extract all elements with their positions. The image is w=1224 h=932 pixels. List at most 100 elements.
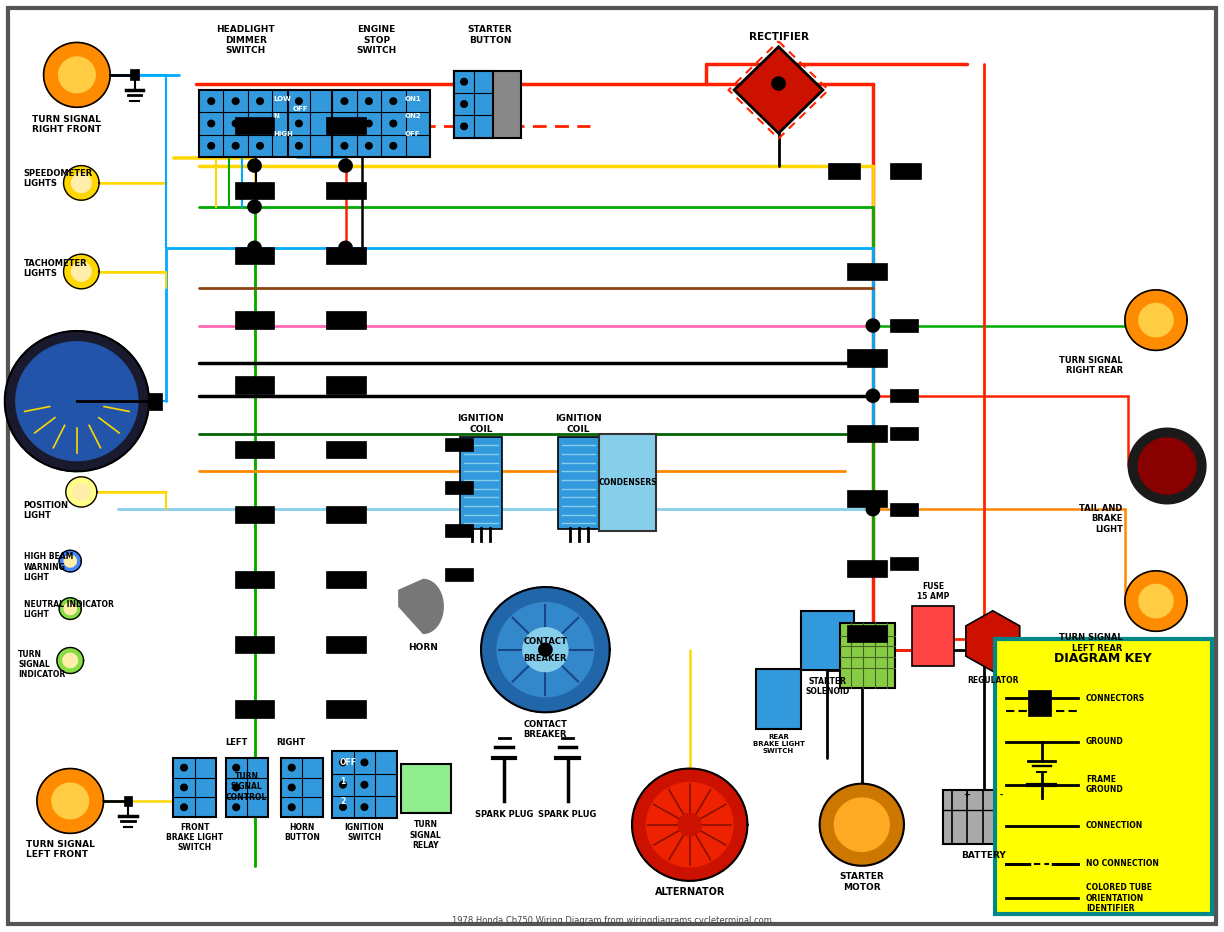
Bar: [454, 71, 521, 138]
Text: BREAKER: BREAKER: [524, 654, 567, 663]
Bar: [235, 117, 274, 134]
Polygon shape: [208, 120, 214, 127]
Bar: [235, 441, 274, 459]
Polygon shape: [1036, 819, 1048, 832]
Text: FRAME
GROUND: FRAME GROUND: [1086, 775, 1124, 794]
Bar: [460, 437, 502, 528]
Polygon shape: [181, 784, 187, 790]
Bar: [800, 610, 854, 670]
Text: SPEEDOMETER
LIGHTS: SPEEDOMETER LIGHTS: [23, 169, 93, 188]
Polygon shape: [64, 254, 99, 289]
Text: RECTIFIER: RECTIFIER: [749, 32, 809, 42]
Polygon shape: [460, 78, 468, 85]
Polygon shape: [361, 760, 367, 766]
Text: 1: 1: [340, 777, 345, 787]
Polygon shape: [820, 784, 905, 866]
Text: ON2: ON2: [404, 113, 421, 118]
Text: DIAGRAM KEY: DIAGRAM KEY: [1054, 651, 1152, 665]
Polygon shape: [248, 159, 261, 172]
Polygon shape: [341, 98, 348, 104]
Polygon shape: [339, 241, 353, 254]
Text: CONTACT
BREAKER: CONTACT BREAKER: [524, 720, 568, 739]
Polygon shape: [1125, 290, 1187, 350]
Polygon shape: [72, 484, 89, 500]
Text: OFF: OFF: [404, 131, 420, 137]
Bar: [890, 319, 918, 332]
Bar: [235, 311, 274, 329]
Bar: [149, 392, 163, 410]
Text: LEFT: LEFT: [225, 738, 248, 747]
Text: N: N: [273, 113, 279, 118]
Polygon shape: [5, 331, 149, 472]
Text: BATTERY: BATTERY: [962, 851, 1006, 859]
Polygon shape: [59, 57, 95, 92]
Polygon shape: [835, 798, 889, 852]
Text: 2: 2: [340, 797, 345, 805]
Bar: [130, 70, 140, 80]
Polygon shape: [678, 814, 701, 836]
Bar: [235, 506, 274, 523]
Bar: [890, 427, 918, 440]
Polygon shape: [181, 804, 187, 811]
Text: POSITION
LIGHT: POSITION LIGHT: [23, 500, 69, 520]
Polygon shape: [523, 628, 568, 672]
Text: +          -: + -: [965, 790, 1004, 799]
Polygon shape: [289, 804, 295, 811]
Text: CONNECTION: CONNECTION: [1086, 821, 1143, 830]
Text: REAR
BRAKE LIGHT
SWITCH: REAR BRAKE LIGHT SWITCH: [753, 734, 804, 754]
Bar: [890, 390, 918, 403]
Polygon shape: [1125, 570, 1187, 631]
Bar: [332, 90, 430, 157]
Text: 1978 Honda Cb750 Wiring Diagram from wiringdiagrams.cycleterminal.com: 1978 Honda Cb750 Wiring Diagram from wir…: [452, 916, 772, 925]
Polygon shape: [64, 603, 76, 614]
Polygon shape: [233, 784, 240, 790]
Bar: [558, 437, 600, 528]
Bar: [1028, 690, 1050, 707]
Polygon shape: [296, 98, 302, 104]
Bar: [326, 636, 366, 653]
Bar: [235, 247, 274, 264]
Polygon shape: [366, 120, 372, 127]
Bar: [454, 71, 493, 138]
Bar: [446, 481, 474, 494]
Bar: [942, 790, 1026, 844]
Text: RIGHT: RIGHT: [277, 738, 306, 747]
Polygon shape: [341, 143, 348, 149]
Polygon shape: [497, 603, 594, 696]
Polygon shape: [734, 47, 823, 133]
Polygon shape: [390, 120, 397, 127]
Polygon shape: [296, 120, 302, 127]
Polygon shape: [233, 804, 240, 811]
Polygon shape: [66, 477, 97, 507]
Polygon shape: [481, 587, 610, 712]
Bar: [326, 247, 366, 264]
Bar: [282, 758, 323, 817]
Bar: [995, 638, 1212, 914]
Bar: [174, 758, 215, 817]
Text: TURN
SIGNAL
INDICATOR: TURN SIGNAL INDICATOR: [18, 650, 65, 679]
Bar: [235, 377, 274, 393]
Bar: [840, 623, 895, 688]
Text: SPARK PLUG: SPARK PLUG: [475, 810, 534, 818]
Bar: [124, 796, 132, 806]
Bar: [756, 669, 800, 729]
Polygon shape: [460, 101, 468, 107]
Text: FRONT
BRAKE LIGHT
SWITCH: FRONT BRAKE LIGHT SWITCH: [166, 823, 223, 853]
Bar: [847, 490, 887, 507]
Polygon shape: [208, 143, 214, 149]
Text: HIGH BEAM
WARNING
LIGHT: HIGH BEAM WARNING LIGHT: [23, 553, 73, 582]
Polygon shape: [646, 783, 733, 867]
Polygon shape: [233, 120, 239, 127]
Polygon shape: [867, 319, 880, 332]
Polygon shape: [248, 200, 261, 213]
Text: SPARK PLUG: SPARK PLUG: [539, 810, 597, 818]
Bar: [446, 568, 474, 581]
Text: TURN SIGNAL
RIGHT FRONT: TURN SIGNAL RIGHT FRONT: [33, 115, 102, 134]
Polygon shape: [341, 120, 348, 127]
Bar: [326, 570, 366, 588]
Bar: [200, 90, 296, 157]
Bar: [890, 163, 920, 179]
Text: OFF: OFF: [293, 106, 307, 112]
Polygon shape: [399, 580, 424, 634]
Bar: [847, 350, 887, 366]
